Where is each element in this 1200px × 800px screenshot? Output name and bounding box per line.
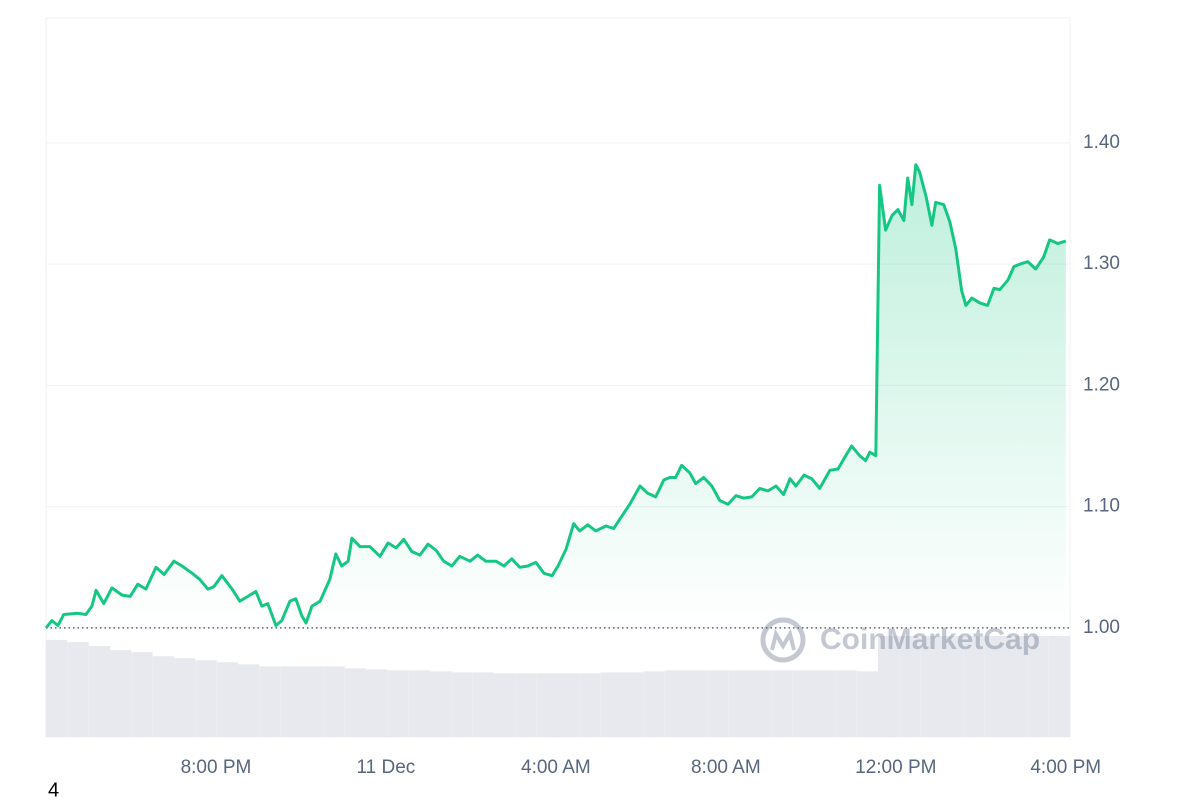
volume-bar xyxy=(664,670,686,737)
volume-bar xyxy=(387,670,409,737)
volume-bar xyxy=(920,636,942,737)
volume-bar xyxy=(963,636,985,737)
watermark-text: CoinMarketCap xyxy=(820,623,1040,656)
volume-bar xyxy=(430,671,452,737)
volume-bar xyxy=(323,666,345,737)
watermark: CoinMarketCap xyxy=(760,617,1040,663)
volume-bar xyxy=(451,672,473,737)
x-tick-label: 4:00 AM xyxy=(521,757,591,778)
volume-bar xyxy=(792,670,814,737)
volume-bar xyxy=(536,673,558,737)
volume-bar xyxy=(1048,636,1070,737)
volume-bar xyxy=(216,662,238,737)
volume-bar xyxy=(131,652,153,737)
volume-bar xyxy=(515,673,537,737)
volume-bar xyxy=(174,658,196,737)
volume-bar xyxy=(622,672,644,737)
volume-bar xyxy=(771,670,793,737)
volume-bar xyxy=(899,636,921,737)
volume-bar xyxy=(984,636,1006,737)
volume-bar xyxy=(856,671,878,737)
x-tick-label: 4:00 PM xyxy=(1030,757,1101,778)
x-tick-label: 8:00 PM xyxy=(181,757,252,778)
volume-bar xyxy=(494,673,516,737)
volume-bar xyxy=(643,671,665,737)
watermark-logo xyxy=(760,617,806,663)
footnote: 4 xyxy=(48,779,59,800)
volume-bar xyxy=(707,670,729,737)
price-line xyxy=(44,163,1067,629)
volume-bar xyxy=(46,640,68,737)
volume-bar xyxy=(408,670,430,737)
volume-bar xyxy=(259,666,281,737)
volume-bar xyxy=(238,664,260,737)
x-tick-label: 8:00 AM xyxy=(691,757,761,778)
y-tick-label: 1.10 xyxy=(1083,496,1120,517)
volume-bar xyxy=(67,642,89,737)
volume-bar xyxy=(814,670,836,737)
area-fill xyxy=(46,164,1066,628)
y-tick-label: 1.40 xyxy=(1083,132,1120,153)
volume-bar xyxy=(878,636,900,737)
y-tick-label: 1.30 xyxy=(1083,253,1120,274)
volume-bar xyxy=(472,672,494,737)
volume-bar xyxy=(558,673,580,737)
x-tick-label: 12:00 PM xyxy=(855,757,936,778)
volume-bar xyxy=(1006,636,1028,737)
volume-bar xyxy=(1027,636,1049,737)
watermark-logo-mark xyxy=(770,628,796,651)
volume-bar xyxy=(686,670,708,737)
volume-bar xyxy=(750,670,772,737)
x-tick-label: 11 Dec xyxy=(357,757,416,778)
volume-bar xyxy=(835,670,857,737)
volume-bar xyxy=(195,660,217,737)
volume-bar xyxy=(600,672,622,737)
volume-bar xyxy=(152,656,174,737)
volume-bar xyxy=(302,666,324,737)
y-tick-label: 1.00 xyxy=(1083,617,1120,638)
volume-bar xyxy=(344,668,366,737)
volume-bar xyxy=(366,669,388,737)
volume-bar xyxy=(280,666,302,737)
y-tick-label: 1.20 xyxy=(1083,374,1120,395)
volume-bar xyxy=(579,673,601,737)
volume-bar xyxy=(110,650,132,737)
volume-bar xyxy=(728,670,750,737)
volume-bar xyxy=(88,646,110,737)
volume-bar xyxy=(942,636,964,737)
